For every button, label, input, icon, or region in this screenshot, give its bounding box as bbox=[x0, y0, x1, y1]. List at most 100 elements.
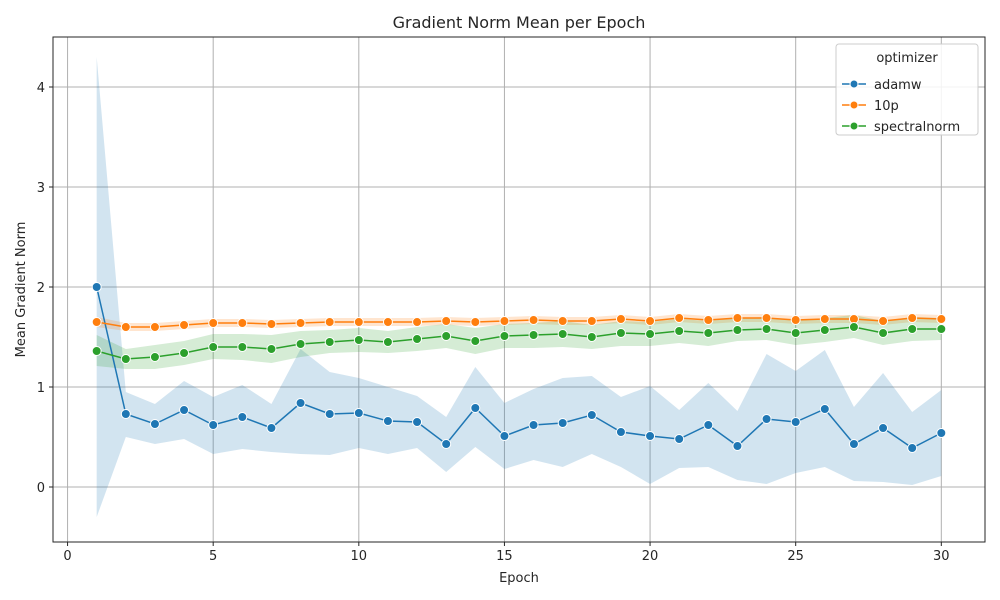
point-10p bbox=[208, 318, 219, 328]
plot-frame bbox=[52, 36, 986, 543]
point-10p bbox=[499, 316, 510, 326]
point-spectralnorm bbox=[149, 352, 160, 362]
x-tick-label: 5 bbox=[209, 549, 217, 564]
axis-ticks: 0 5 10 15 20 25 30 0 1 2 3 4 bbox=[37, 81, 950, 564]
point-10p bbox=[382, 317, 393, 327]
y-tick-label: 1 bbox=[37, 381, 45, 396]
grid-lines bbox=[53, 37, 985, 542]
point-spectralnorm bbox=[91, 346, 102, 356]
point-spectralnorm bbox=[120, 354, 131, 364]
point-adamw bbox=[848, 439, 859, 449]
point-10p bbox=[179, 320, 190, 330]
point-spectralnorm bbox=[353, 335, 364, 345]
y-tick-label: 0 bbox=[37, 481, 45, 496]
point-10p bbox=[412, 317, 423, 327]
point-spectralnorm bbox=[557, 329, 568, 339]
legend-label-adamw: adamw bbox=[874, 78, 922, 93]
x-tick-label: 20 bbox=[642, 549, 659, 564]
point-spectralnorm bbox=[295, 339, 306, 349]
point-10p bbox=[237, 318, 248, 328]
x-tick-label: 30 bbox=[933, 549, 950, 564]
point-10p bbox=[819, 314, 830, 324]
point-adamw bbox=[761, 414, 772, 424]
point-spectralnorm bbox=[615, 328, 626, 338]
point-spectralnorm bbox=[470, 336, 481, 346]
point-adamw bbox=[557, 418, 568, 428]
point-adamw bbox=[412, 417, 423, 427]
point-spectralnorm bbox=[732, 325, 743, 335]
point-adamw bbox=[586, 410, 597, 420]
point-10p bbox=[615, 314, 626, 324]
point-adamw bbox=[790, 417, 801, 427]
point-spectralnorm bbox=[907, 324, 918, 334]
point-10p bbox=[907, 313, 918, 323]
point-10p bbox=[353, 317, 364, 327]
x-axis-title: Epoch bbox=[499, 571, 539, 586]
point-10p bbox=[149, 322, 160, 332]
point-spectralnorm bbox=[499, 331, 510, 341]
point-adamw bbox=[382, 416, 393, 426]
point-adamw bbox=[179, 405, 190, 415]
point-10p bbox=[732, 313, 743, 323]
point-spectralnorm bbox=[208, 342, 219, 352]
point-10p bbox=[324, 317, 335, 327]
point-adamw bbox=[266, 423, 277, 433]
point-adamw bbox=[674, 434, 685, 444]
point-adamw bbox=[936, 428, 947, 438]
point-adamw bbox=[703, 420, 714, 430]
point-10p bbox=[703, 315, 714, 325]
point-adamw bbox=[91, 282, 102, 292]
point-adamw bbox=[353, 408, 364, 418]
point-adamw bbox=[149, 419, 160, 429]
point-10p bbox=[586, 316, 597, 326]
point-spectralnorm bbox=[790, 328, 801, 338]
chart-title: Gradient Norm Mean per Epoch bbox=[393, 13, 646, 32]
point-spectralnorm bbox=[819, 325, 830, 335]
point-10p bbox=[557, 316, 568, 326]
point-spectralnorm bbox=[324, 337, 335, 347]
point-spectralnorm bbox=[878, 328, 889, 338]
point-adamw bbox=[732, 441, 743, 451]
point-adamw bbox=[324, 409, 335, 419]
point-spectralnorm bbox=[528, 330, 539, 340]
point-spectralnorm bbox=[441, 331, 452, 341]
point-spectralnorm bbox=[645, 329, 656, 339]
legend-items: adamw 10p spectralnorm bbox=[842, 78, 960, 135]
x-tick-label: 10 bbox=[351, 549, 368, 564]
y-axis-title: Mean Gradient Norm bbox=[14, 222, 29, 358]
point-adamw bbox=[237, 412, 248, 422]
point-spectralnorm bbox=[761, 324, 772, 334]
legend-box bbox=[835, 43, 979, 136]
y-tick-label: 2 bbox=[37, 281, 45, 296]
point-spectralnorm bbox=[848, 322, 859, 332]
point-adamw bbox=[441, 439, 452, 449]
point-10p bbox=[91, 317, 102, 327]
legend-marker-adamw bbox=[849, 79, 859, 89]
band-spectralnorm bbox=[96, 315, 942, 369]
point-adamw bbox=[295, 398, 306, 408]
point-10p bbox=[790, 315, 801, 325]
point-10p bbox=[528, 315, 539, 325]
point-spectralnorm bbox=[412, 334, 423, 344]
y-tick-label: 3 bbox=[37, 181, 45, 196]
point-10p bbox=[266, 319, 277, 329]
point-10p bbox=[878, 316, 889, 326]
point-adamw bbox=[499, 431, 510, 441]
point-10p bbox=[645, 316, 656, 326]
point-adamw bbox=[528, 420, 539, 430]
legend-marker-spectralnorm bbox=[849, 121, 859, 131]
legend-label-spectralnorm: spectralnorm bbox=[874, 120, 960, 135]
point-spectralnorm bbox=[703, 328, 714, 338]
x-tick-label: 15 bbox=[496, 549, 513, 564]
x-tick-label: 25 bbox=[787, 549, 804, 564]
point-10p bbox=[120, 322, 131, 332]
point-adamw bbox=[645, 431, 656, 441]
point-spectralnorm bbox=[237, 342, 248, 352]
band-adamw bbox=[96, 57, 942, 517]
point-spectralnorm bbox=[382, 337, 393, 347]
point-10p bbox=[674, 313, 685, 323]
point-adamw bbox=[907, 443, 918, 453]
point-spectralnorm bbox=[266, 344, 277, 354]
point-adamw bbox=[208, 420, 219, 430]
